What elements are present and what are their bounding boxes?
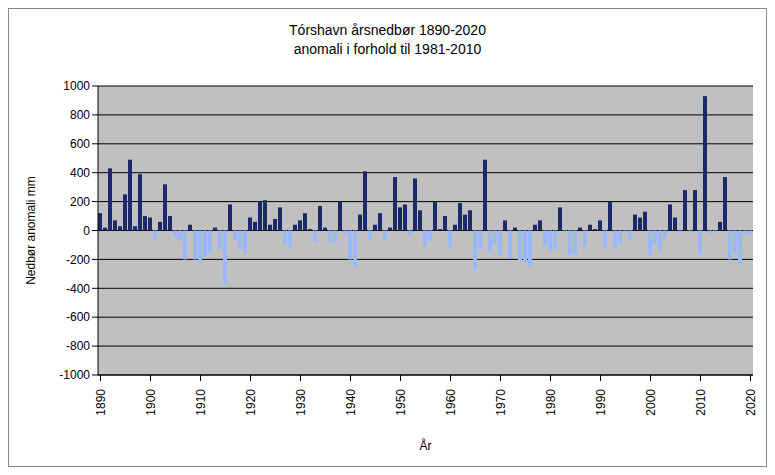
svg-text:-200: -200 [66,253,90,267]
svg-text:1000: 1000 [63,79,90,93]
svg-text:600: 600 [70,137,90,151]
html-text:anomali i forhold til 1981-201: anomali i forhold til 1981-2010 [293,41,482,57]
svg-text:2000: 2000 [644,389,658,416]
svg-text:1970: 1970 [494,389,508,416]
svg-text:-600: -600 [66,310,90,324]
svg-text:1960: 1960 [444,389,458,416]
svg-text:800: 800 [70,108,90,122]
svg-text:-400: -400 [66,282,90,296]
svg-text:400: 400 [70,166,90,180]
svg-text:Nedbør anomali mm: Nedbør anomali mm [24,176,38,285]
svg-text:1900: 1900 [144,389,158,416]
svg-text:1890: 1890 [94,389,108,416]
svg-text:2020: 2020 [744,389,758,416]
svg-text:0: 0 [83,224,90,238]
svg-text:1950: 1950 [394,389,408,416]
svg-text:1980: 1980 [544,389,558,416]
svg-text:År: År [420,438,432,453]
svg-text:200: 200 [70,195,90,209]
svg-text:1940: 1940 [344,389,358,416]
svg-text:1920: 1920 [244,389,258,416]
svg-text:2010: 2010 [694,389,708,416]
html-text:Tórshavn årsnedbør 1890-2020: Tórshavn årsnedbør 1890-2020 [289,22,486,38]
svg-text:-800: -800 [66,339,90,353]
svg-text:1930: 1930 [294,389,308,416]
svg-text:1910: 1910 [194,389,208,416]
svg-text:-1000: -1000 [59,368,90,382]
svg-text:1990: 1990 [594,389,608,416]
